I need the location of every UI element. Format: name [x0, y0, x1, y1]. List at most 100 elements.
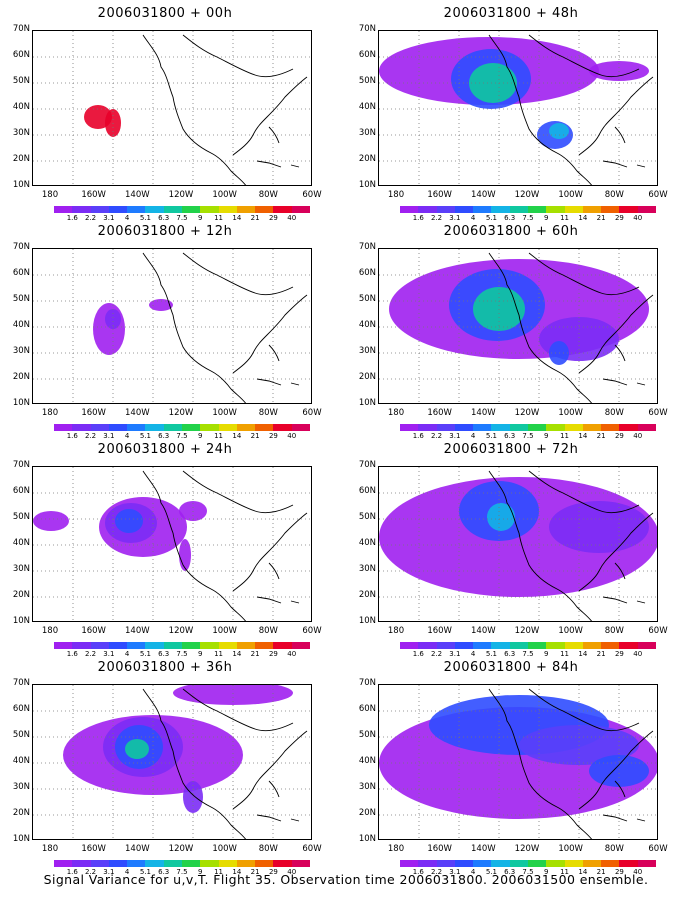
colorbar [400, 860, 656, 867]
colorbar-swatch [509, 206, 528, 213]
colorbar-tick-label: 7.5 [522, 214, 534, 222]
colorbar-swatch [108, 642, 128, 649]
map-plot-area [33, 31, 311, 185]
colorbar-swatch [546, 424, 565, 431]
lat-tick-label: 10N [358, 834, 376, 844]
colorbar-tick-label: 3.1 [449, 868, 461, 876]
lat-tick-label: 10N [358, 180, 376, 190]
lat-tick-label: 60N [12, 268, 30, 278]
lon-tick-label: 100W [212, 190, 237, 200]
map-panel-60h: 2006031800 + 60h 70N 60N 50N 40N 30N 20N 10N 18… [346, 224, 676, 440]
colorbar-tick-label: 21 [250, 868, 260, 876]
colorbar-tick-label: 7.5 [176, 868, 188, 876]
lon-tick-label: 180 [41, 408, 59, 418]
colorbar-swatch [582, 860, 602, 867]
lon-tick-label: 160W [81, 190, 106, 200]
colorbar-tick-label: 14 [578, 868, 588, 876]
colorbar-tick-label: 9 [544, 432, 549, 440]
lat-tick-label: 20N [12, 372, 30, 382]
colorbar-swatch [54, 206, 73, 213]
colorbar-tick-label: 9 [544, 650, 549, 658]
colorbar-tick-label: 9 [198, 650, 203, 658]
colorbar-swatch [273, 642, 292, 649]
colorbar-swatch [491, 860, 510, 867]
colorbar-swatch [637, 642, 656, 649]
lon-tick-label: 140W [125, 190, 150, 200]
colorbar-tick-label: 5.1 [139, 214, 151, 222]
colorbar-swatch [255, 424, 274, 431]
colorbar-swatch [145, 424, 164, 431]
coastline [142, 470, 308, 621]
colorbar-swatch [418, 860, 437, 867]
colorbar-tick-label: 11 [214, 214, 224, 222]
lat-tick-label: 50N [358, 294, 376, 304]
colorbar-tick-label: 5.1 [485, 432, 497, 440]
colorbar-swatch [436, 642, 455, 649]
map-panel-84h: 2006031800 + 84h 70N 60N 50N 40N 30N 20N 10N 18… [346, 660, 676, 876]
coastline [488, 252, 654, 403]
lat-tick-label: 60N [12, 704, 30, 714]
map-panel-36h: 2006031800 + 36h 70N 60N 50N 40N 30N 20N 10N 18… [0, 660, 330, 876]
colorbar-swatch [291, 860, 310, 867]
map-panel-12h: 2006031800 + 12h 70N 60N 50N 40N 30N 20N 10N 18… [0, 224, 330, 440]
colorbar-swatch [418, 424, 437, 431]
map-panel-00h: 2006031800 + 00h 70N 60N 50N 40N 30N 20N 10N 18… [0, 6, 330, 222]
colorbar-swatch [218, 424, 237, 431]
colorbar-swatch [127, 642, 146, 649]
colorbar-swatch [637, 424, 656, 431]
colorbar-swatch [163, 642, 182, 649]
variance-contour [549, 501, 649, 553]
colorbar-swatch [236, 642, 256, 649]
colorbar-tick-label: 11 [214, 432, 224, 440]
lat-tick-label: 20N [12, 590, 30, 600]
colorbar-tick-label: 1.6 [412, 214, 424, 222]
colorbar-tick-label: 29 [614, 214, 624, 222]
map-panel-48h: 2006031800 + 48h 70N 60N 50N 40N 30N 20N 10N 18… [346, 6, 676, 222]
colorbar-swatch [163, 424, 182, 431]
colorbar-swatch [291, 642, 310, 649]
colorbar-swatch [454, 860, 474, 867]
colorbar-tick-label: 9 [544, 868, 549, 876]
colorbar-tick-label: 11 [214, 650, 224, 658]
colorbar-tick-label: 2.2 [84, 868, 97, 876]
lon-tick-label: 100W [212, 844, 237, 854]
figure-caption: Signal Variance for u,v,T. Flight 35. Ob… [43, 872, 649, 887]
lat-tick-label: 50N [358, 76, 376, 86]
lat-tick-label: 10N [12, 180, 30, 190]
colorbar-tick-label: 40 [287, 214, 297, 222]
panel-title: 2006031800 + 24h [97, 442, 233, 457]
colorbar-tick-label: 3.1 [449, 214, 461, 222]
colorbar-tick-label: 21 [596, 650, 606, 658]
colorbar-swatch [400, 860, 419, 867]
colorbar-tick-label: 6.3 [158, 432, 170, 440]
colorbar-swatch [637, 206, 656, 213]
colorbar-swatch [273, 860, 292, 867]
colorbar-swatch [127, 206, 146, 213]
lon-tick-label: 120W [168, 626, 194, 636]
colorbar-tick-label: 2.2 [84, 432, 97, 440]
colorbar-swatch [255, 206, 274, 213]
lat-tick-label: 20N [358, 154, 376, 164]
colorbar-swatch [454, 424, 474, 431]
lat-tick-label: 40N [12, 756, 30, 766]
lon-tick-label: 120W [514, 626, 540, 636]
colorbar-swatch [601, 642, 620, 649]
lon-tick-label: 100W [212, 626, 237, 636]
variance-contour [149, 299, 173, 311]
colorbar-swatch [108, 424, 128, 431]
lon-tick-label: 180 [41, 190, 59, 200]
colorbar-swatch [127, 424, 146, 431]
colorbar-tick-label: 1.6 [412, 432, 424, 440]
lat-tick-label: 30N [12, 346, 30, 356]
colorbar-swatch [527, 642, 547, 649]
colorbar-tick-label: 21 [250, 432, 260, 440]
lat-tick-label: 70N [12, 460, 30, 470]
lon-tick-label: 160W [427, 626, 452, 636]
lon-tick-label: 120W [514, 408, 540, 418]
lat-tick-label: 10N [358, 616, 376, 626]
colorbar-tick-label: 29 [614, 432, 624, 440]
colorbar-swatch [546, 860, 565, 867]
lon-tick-label: 100W [558, 844, 583, 854]
variance-contour [469, 63, 517, 103]
colorbar-tick-label: 2.2 [430, 868, 443, 876]
